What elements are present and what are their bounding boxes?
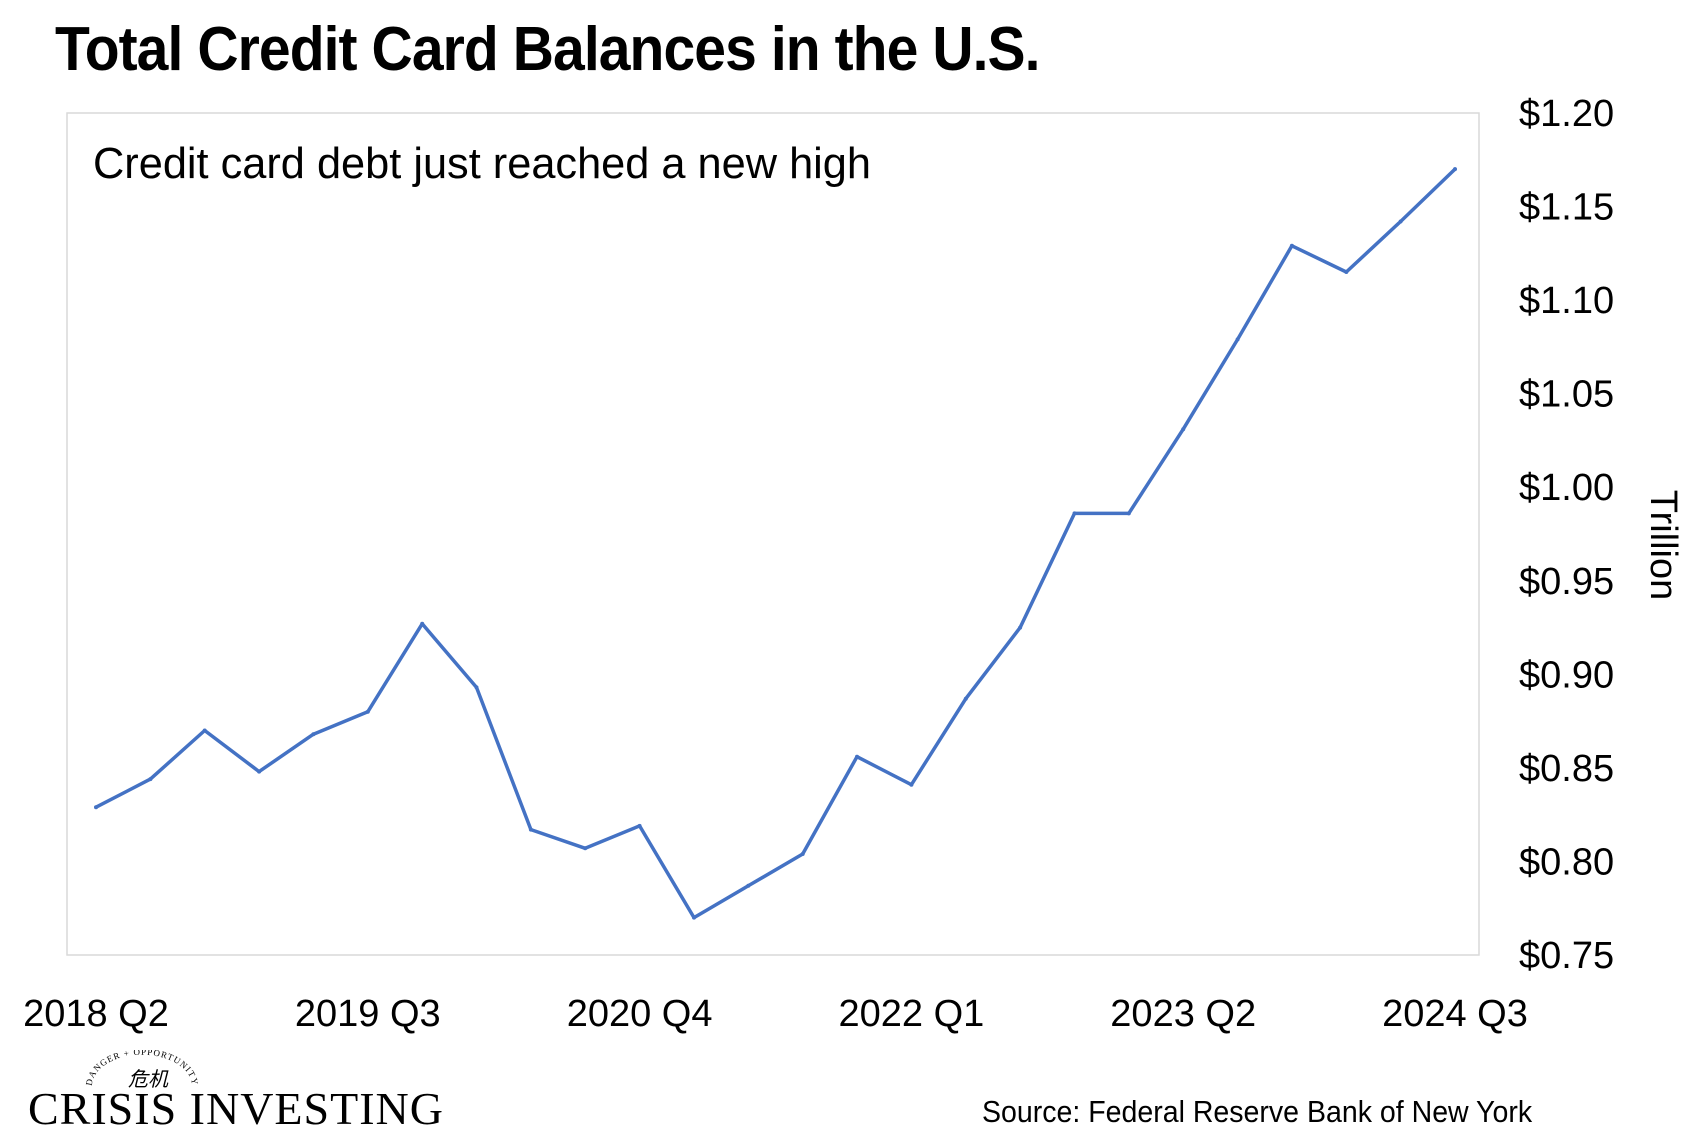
chart-annotation: Credit card debt just reached a new high bbox=[93, 139, 871, 188]
x-tick-label: 2022 Q1 bbox=[839, 993, 985, 1035]
x-tick-label: 2024 Q3 bbox=[1382, 993, 1528, 1035]
x-tick-label: 2020 Q4 bbox=[567, 993, 713, 1035]
data-point bbox=[202, 728, 207, 733]
data-point bbox=[692, 915, 696, 920]
data-point bbox=[1289, 243, 1294, 248]
x-tick-label: 2023 Q2 bbox=[1110, 993, 1256, 1035]
data-point bbox=[1181, 427, 1186, 432]
data-point bbox=[311, 732, 316, 737]
x-axis-tick-labels: 2018 Q2 2019 Q3 2020 Q4 2022 Q1 2023 Q2 2024 … bbox=[23, 993, 1528, 1035]
data-point bbox=[1453, 167, 1457, 172]
data-point bbox=[474, 685, 479, 690]
data-point bbox=[1126, 511, 1131, 516]
logo-wordmark: CRISIS INVESTING bbox=[28, 1083, 444, 1134]
data-point bbox=[94, 805, 98, 810]
data-point bbox=[909, 782, 914, 787]
y-tick-label: $1.15 bbox=[1519, 187, 1614, 229]
data-point bbox=[1072, 511, 1077, 516]
data-point bbox=[855, 754, 859, 759]
y-tick-label: $1.20 bbox=[1519, 93, 1614, 135]
data-point bbox=[583, 846, 588, 851]
data-point bbox=[148, 777, 153, 782]
data-point bbox=[746, 883, 751, 888]
x-tick-label: 2018 Q2 bbox=[23, 993, 169, 1035]
data-point bbox=[637, 823, 642, 828]
y-axis-label: Trillion bbox=[1642, 490, 1684, 601]
chart-title: Total Credit Card Balances in the U.S. bbox=[55, 15, 1041, 84]
data-point bbox=[420, 621, 425, 626]
logo-emblem: DANGER + OPPORTUNITY 危机 bbox=[84, 1050, 199, 1090]
data-point bbox=[1344, 270, 1349, 274]
y-tick-label: $0.80 bbox=[1519, 841, 1614, 883]
y-tick-label: $1.00 bbox=[1519, 467, 1614, 509]
data-point bbox=[365, 709, 370, 714]
data-point bbox=[963, 696, 968, 701]
plot-area-border bbox=[66, 112, 1480, 956]
series-line bbox=[94, 167, 1457, 920]
y-tick-label: $0.90 bbox=[1519, 654, 1614, 696]
source-note: Source: Federal Reserve Bank of New York bbox=[982, 1094, 1533, 1129]
data-point bbox=[1398, 219, 1403, 224]
data-point bbox=[1018, 625, 1023, 630]
y-tick-label: $0.95 bbox=[1519, 561, 1614, 603]
y-axis-tick-labels: $1.20 $1.15 $1.10 $1.05 $1.00 $0.95 $0.90 $0.85… bbox=[1519, 93, 1614, 977]
y-tick-label: $0.75 bbox=[1519, 935, 1614, 977]
logo-glyphs: 危机 bbox=[128, 1069, 169, 1090]
data-point bbox=[1235, 337, 1240, 342]
y-tick-label: $1.10 bbox=[1519, 280, 1614, 322]
data-point bbox=[257, 769, 262, 774]
data-point bbox=[528, 827, 533, 832]
x-tick-label: 2019 Q3 bbox=[295, 993, 441, 1035]
data-point bbox=[800, 852, 805, 856]
data-points bbox=[94, 167, 1457, 920]
crisis-investing-logo: DANGER + OPPORTUNITY 危机 CRISIS INVESTING bbox=[28, 1050, 448, 1134]
line-chart: Credit card debt just reached a new high… bbox=[23, 93, 1684, 1035]
y-tick-label: $1.05 bbox=[1519, 374, 1614, 416]
y-tick-label: $0.85 bbox=[1519, 748, 1614, 790]
